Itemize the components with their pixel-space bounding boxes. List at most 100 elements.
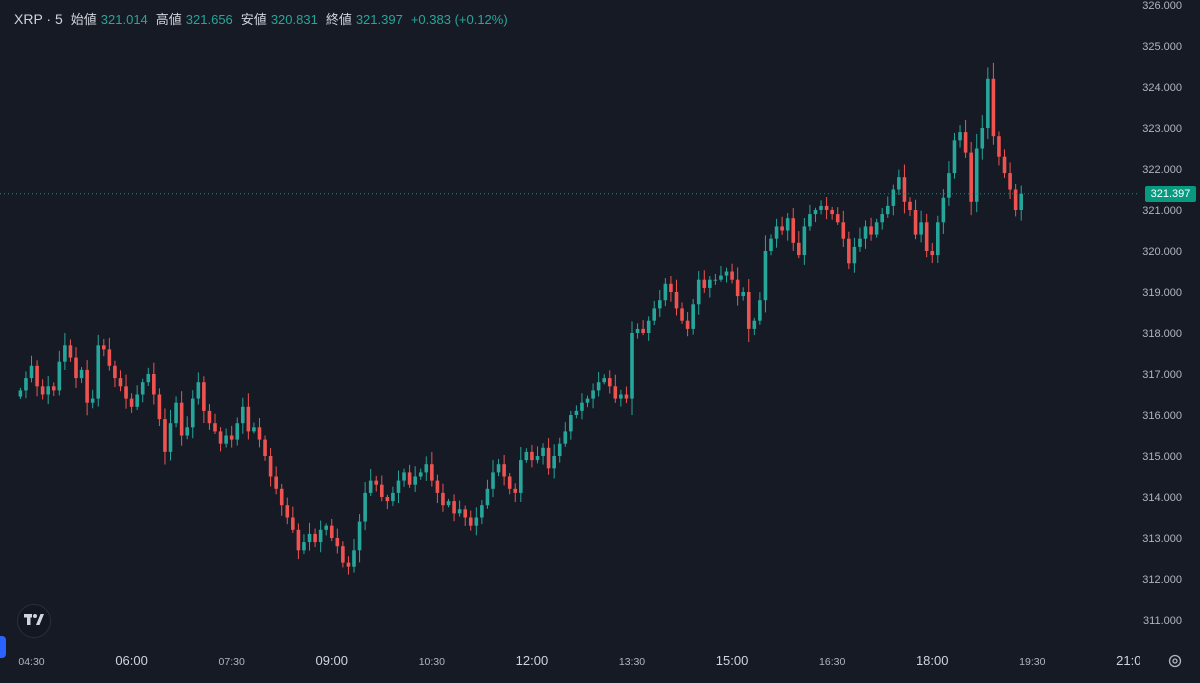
price-axis[interactable]: 311.000 312.000 313.000 314.000 315.000 316.0… [1140,0,1200,646]
candle [902,164,907,214]
candle [341,541,345,568]
candle-body [341,546,345,563]
candle-body [79,369,84,379]
time-axis[interactable]: 04:30 06:00 07:30 09:00 10:30 12:00 13:30 15:00… [0,646,1148,678]
chart-plot-area[interactable] [0,0,1140,646]
candle [252,422,256,434]
candle-body [791,218,796,243]
tradingview-logo-icon[interactable] [17,604,51,638]
candle-body [268,456,273,477]
candle-body [596,382,601,391]
candle-body [474,517,479,526]
time-tick-label: 13:30 [619,656,645,668]
candle [941,189,946,234]
price-tick-label: 311.000 [1143,615,1182,627]
candlestick-chart[interactable] [0,0,1140,646]
candle-body [457,509,462,514]
candle [819,200,823,215]
candle [396,470,401,504]
candle [79,367,84,384]
ohlc-legend: XRP · 5 始値 321.014 高値 321.656 安値 320.831… [14,9,512,28]
candle-body [363,492,367,522]
candle [730,263,734,284]
candle [663,278,668,307]
candle [129,393,134,413]
candle-body [396,480,401,493]
candle-body [641,328,645,333]
candle [924,213,929,258]
candle [335,528,340,554]
candle [702,270,707,293]
price-tick-label: 312.000 [1142,574,1182,586]
candle [418,468,423,480]
candle [713,273,718,285]
candle [724,267,729,283]
candle-body [40,386,45,395]
candle-body [952,140,957,174]
candle-body [585,398,590,403]
settings-icon[interactable] [1166,652,1184,670]
candle-body [613,386,618,399]
candle [424,456,429,481]
candle [513,483,518,503]
candle-body [835,214,840,223]
candle-body [813,210,818,215]
candle [541,443,545,465]
candle [446,498,451,508]
candle-body [1002,156,1007,174]
candle [930,243,935,264]
candle-body [696,279,701,305]
candle [880,207,884,230]
candle [863,220,868,249]
candle-body [357,521,362,551]
candle [229,425,234,448]
high-value: 321.656 [185,12,233,27]
candle-body [202,382,206,411]
candle-body [763,251,768,301]
candle-body [430,464,434,481]
candle [635,323,640,339]
candle-body [947,173,951,198]
candle-body [936,222,940,256]
candle-body [146,374,151,383]
candle [891,184,896,216]
candle-body [902,177,907,202]
candle-body [157,394,162,420]
symbol-label[interactable]: XRP · 5 [14,11,63,27]
candle [324,523,328,536]
candle-body [140,382,145,395]
candle [613,374,618,403]
candle-body [96,345,101,399]
candle-body [185,427,189,436]
candle-body [113,365,117,379]
candle-body [279,488,284,506]
candle-body [819,205,823,210]
candle-body [129,398,134,407]
candle-body [580,402,584,411]
candle [268,448,273,487]
candle [919,210,923,243]
candle [185,416,189,440]
candle [352,538,356,573]
price-tick-label: 315.000 [1142,451,1182,463]
candle-body [352,550,356,567]
candle [624,386,629,404]
candle-body [380,484,384,497]
candle [958,125,962,148]
time-tick-label: 10:30 [419,656,445,668]
candle-body [368,480,373,493]
candle [797,231,801,259]
price-tick-label: 316.000 [1142,410,1182,422]
candle-body [802,226,807,256]
candle [785,213,790,241]
candle-body [824,205,829,210]
candle-body [485,488,490,506]
candle-body [285,505,290,518]
price-axis-labels: 311.000 312.000 313.000 314.000 315.000 316.0… [1142,0,1182,627]
candle-body [530,451,534,461]
candle [552,444,556,479]
left-panel-toggle[interactable] [0,636,6,658]
candle [285,497,290,525]
candle [885,196,890,218]
candle-body [774,226,779,239]
